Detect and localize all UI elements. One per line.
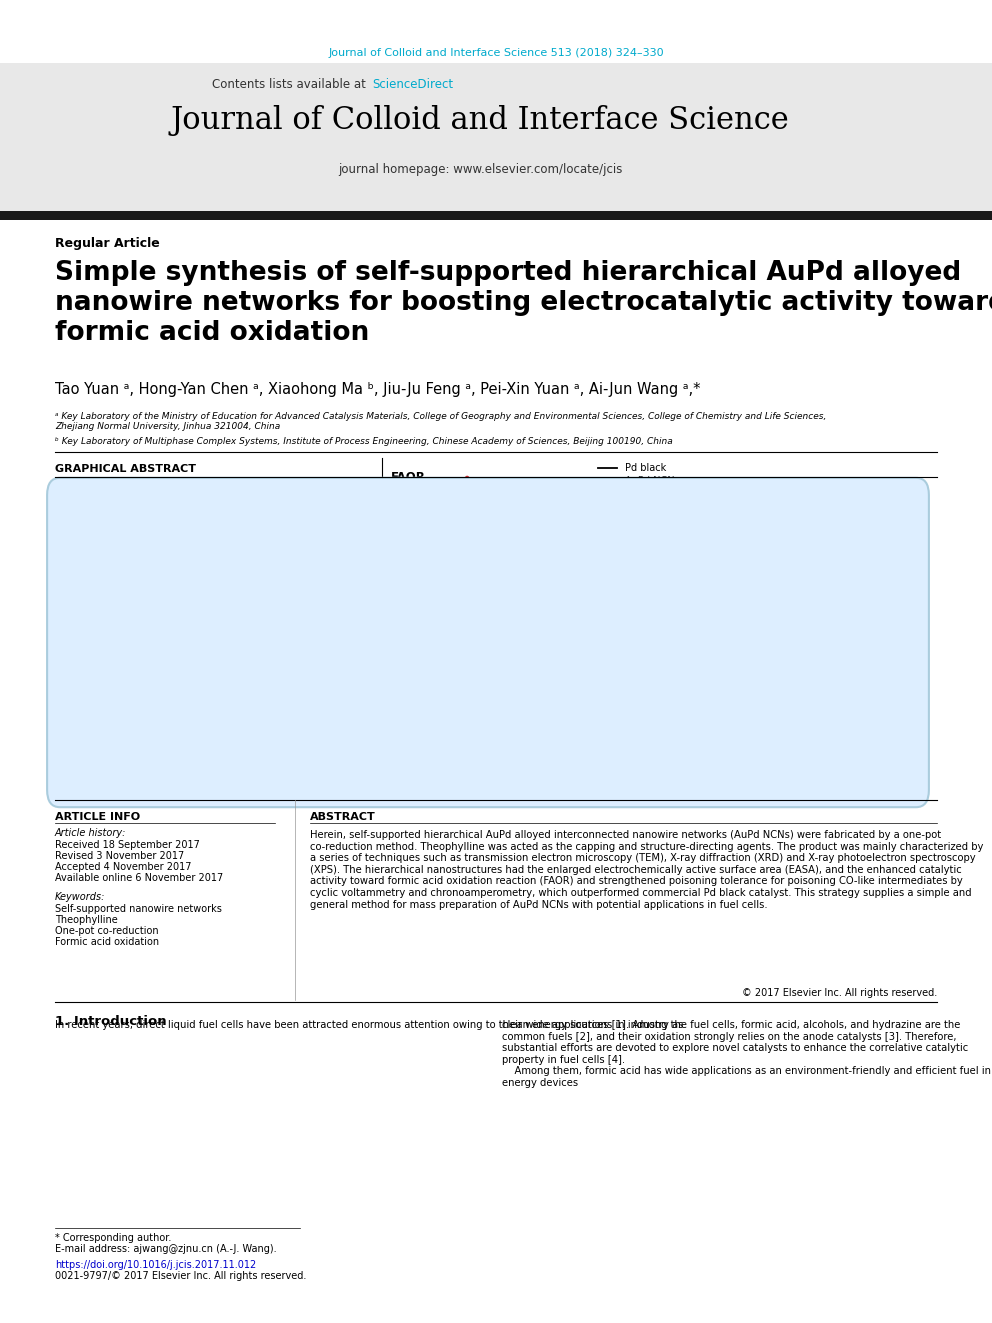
AuPd NCNs (376, 737, 388, 753)
Text: Keywords:: Keywords: (55, 892, 105, 902)
Text: One-pot co-reduction: One-pot co-reduction (55, 926, 159, 935)
Pd black (541, 736, 553, 751)
Text: 1. Introduction: 1. Introduction (55, 1015, 167, 1028)
Pd black (521, 729, 533, 745)
Pd black (376, 734, 388, 750)
Y-axis label: j / mA cm⁻²: j / mA cm⁻² (350, 579, 360, 639)
AuPd NCNs (558, 701, 569, 717)
Text: Accepted 4 November 2017: Accepted 4 November 2017 (55, 863, 191, 872)
AuPd NCNs (527, 741, 539, 757)
Text: Regular Article: Regular Article (55, 237, 160, 250)
Text: ScienceDirect: ScienceDirect (372, 78, 453, 91)
Pd black (679, 732, 690, 747)
Text: Self-supported nanowire networks: Self-supported nanowire networks (55, 904, 222, 914)
AuPd NCNs (679, 732, 690, 747)
Text: Received 18 September 2017: Received 18 September 2017 (55, 840, 199, 849)
Text: ARTICLE INFO: ARTICLE INFO (55, 812, 140, 822)
Pd black (523, 730, 535, 746)
Line: AuPd NCNs: AuPd NCNs (382, 476, 684, 749)
Text: ᵇ Key Laboratory of Multiphase Complex Systems, Institute of Process Engineering: ᵇ Key Laboratory of Multiphase Complex S… (55, 437, 673, 446)
AuPd NCNs (522, 740, 534, 755)
Text: GRAPHICAL ABSTRACT: GRAPHICAL ABSTRACT (55, 464, 196, 474)
AuPd NCNs (673, 732, 684, 747)
Text: Formic acid oxidation: Formic acid oxidation (55, 937, 159, 947)
Pd black (625, 733, 637, 749)
Text: Herein, self-supported hierarchical AuPd alloyed interconnected nanowire network: Herein, self-supported hierarchical AuPd… (310, 830, 983, 910)
X-axis label: Potential / V vs. RHE: Potential / V vs. RHE (480, 779, 586, 789)
Pd black (673, 732, 684, 747)
Text: In recent years, direct liquid fuel cells have been attracted enormous attention: In recent years, direct liquid fuel cell… (55, 1020, 683, 1031)
Text: E-mail address: ajwang@zjnu.cn (A.-J. Wang).: E-mail address: ajwang@zjnu.cn (A.-J. Wa… (55, 1244, 277, 1254)
Pd black (558, 734, 569, 750)
Text: Contents lists available at: Contents lists available at (212, 78, 370, 91)
Text: ᵃ Key Laboratory of the Ministry of Education for Advanced Catalysis Materials, : ᵃ Key Laboratory of the Ministry of Educ… (55, 411, 826, 431)
Text: Theophylline: Theophylline (55, 916, 118, 925)
Text: ABSTRACT: ABSTRACT (310, 812, 376, 822)
Text: journal homepage: www.elsevier.com/locate/jcis: journal homepage: www.elsevier.com/locat… (338, 163, 622, 176)
Text: https://doi.org/10.1016/j.jcis.2017.11.012: https://doi.org/10.1016/j.jcis.2017.11.0… (55, 1259, 256, 1270)
Text: 0021-9797/© 2017 Elsevier Inc. All rights reserved.: 0021-9797/© 2017 Elsevier Inc. All right… (55, 1271, 307, 1281)
Pd black (378, 736, 390, 751)
Text: Journal of Colloid and Interface Science: Journal of Colloid and Interface Science (171, 105, 790, 136)
Text: Revised 3 November 2017: Revised 3 November 2017 (55, 851, 185, 861)
AuPd NCNs (625, 732, 637, 747)
AuPd NCNs (520, 738, 532, 754)
Text: * Corresponding author.: * Corresponding author. (55, 1233, 172, 1244)
Text: Available online 6 November 2017: Available online 6 November 2017 (55, 873, 223, 882)
Text: Article history:: Article history: (55, 828, 126, 837)
AuPd NCNs (541, 733, 553, 749)
Pd black (463, 671, 475, 687)
Text: Journal of Colloid and Interface Science 513 (2018) 324–330: Journal of Colloid and Interface Science… (328, 48, 664, 58)
Text: clean energy sources [1]. Among the fuel cells, formic acid, alcohols, and hydra: clean energy sources [1]. Among the fuel… (502, 1020, 991, 1088)
Text: Tao Yuan ᵃ, Hong-Yan Chen ᵃ, Xiaohong Ma ᵇ, Jiu-Ju Feng ᵃ, Pei-Xin Yuan ᵃ, Ai-Ju: Tao Yuan ᵃ, Hong-Yan Chen ᵃ, Xiaohong Ma… (55, 382, 700, 397)
Legend: Pd black, AuPd NCNs: Pd black, AuPd NCNs (597, 463, 680, 486)
Text: © 2017 Elsevier Inc. All rights reserved.: © 2017 Elsevier Inc. All rights reserved… (742, 988, 937, 998)
Text: FAOR: FAOR (391, 471, 426, 484)
Text: Simple synthesis of self-supported hierarchical AuPd alloyed
nanowire networks f: Simple synthesis of self-supported hiera… (55, 261, 992, 347)
AuPd NCNs (461, 468, 473, 484)
Line: Pd black: Pd black (382, 679, 684, 744)
